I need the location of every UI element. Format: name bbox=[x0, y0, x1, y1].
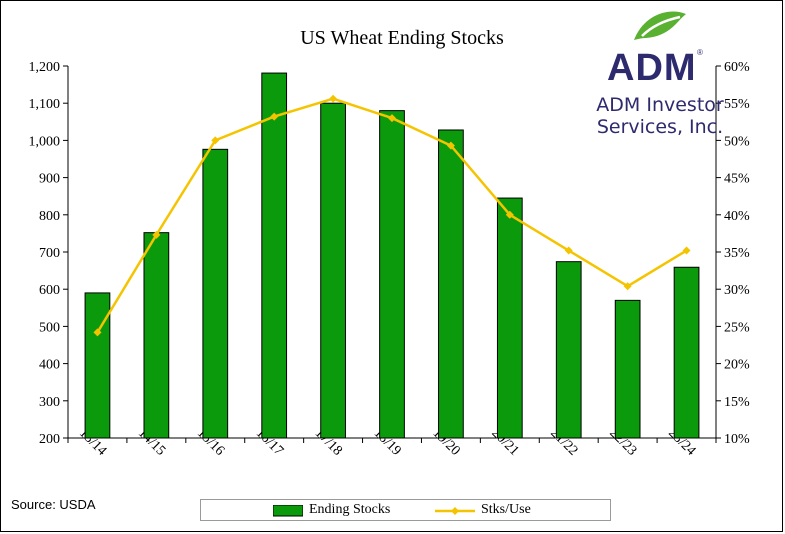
line-point bbox=[505, 210, 514, 219]
bar bbox=[673, 266, 700, 439]
bar bbox=[496, 197, 523, 439]
y2-tick-label: 20% bbox=[724, 358, 750, 373]
y2-tick-label: 60% bbox=[724, 60, 750, 75]
logo-wordmark: ADM bbox=[607, 47, 697, 89]
line-point bbox=[152, 230, 161, 239]
y2-tick-label: 15% bbox=[724, 395, 750, 410]
y2-tick-label: 25% bbox=[724, 320, 750, 335]
logo-registered-mark: ® bbox=[697, 48, 703, 57]
y2-tick-label: 10% bbox=[724, 432, 750, 447]
plot-area: 200 300 400 500 600 700 800 900 1,000 1,100 1,200 1… bbox=[29, 60, 751, 459]
y-tick-label: 1,000 bbox=[29, 134, 61, 149]
legend-line-swatch bbox=[435, 507, 475, 515]
source-note: Source: USDA bbox=[11, 497, 96, 512]
legend-label-ending-stocks: Ending Stocks bbox=[309, 502, 391, 517]
line-point bbox=[623, 282, 632, 291]
bar bbox=[84, 292, 111, 439]
y2-tick-label: 35% bbox=[724, 246, 750, 261]
line-point bbox=[211, 136, 220, 145]
bar bbox=[555, 261, 582, 439]
y-tick-label: 500 bbox=[39, 320, 60, 335]
y-tick-label: 600 bbox=[39, 283, 60, 298]
y-tick-label: 1,200 bbox=[29, 60, 61, 75]
bar bbox=[438, 129, 464, 439]
y2-tick-label: 45% bbox=[724, 172, 750, 187]
line-point bbox=[329, 94, 338, 103]
line-point bbox=[446, 141, 455, 150]
bar bbox=[614, 299, 641, 439]
y-tick-label: 200 bbox=[39, 432, 60, 447]
y2-tick-label: 40% bbox=[724, 209, 750, 224]
y2-tick-label: 30% bbox=[724, 283, 750, 298]
y2-tick-label: 55% bbox=[724, 97, 750, 112]
line-point bbox=[270, 112, 279, 121]
logo-line-1: ADM Investor bbox=[596, 94, 724, 116]
bar bbox=[379, 110, 405, 439]
leaf-icon bbox=[634, 11, 686, 40]
adm-logo: ADM ® ADM Investor Services, Inc. bbox=[590, 8, 730, 138]
y-tick-label: 400 bbox=[39, 358, 60, 373]
line-point bbox=[682, 246, 691, 255]
bar bbox=[261, 72, 288, 439]
line-point bbox=[388, 114, 396, 123]
y-tick-label: 800 bbox=[39, 209, 60, 224]
legend-bar-swatch bbox=[273, 505, 303, 517]
y-tick-label: 300 bbox=[39, 395, 60, 410]
y2-tick-label: 50% bbox=[724, 134, 750, 149]
bar bbox=[320, 102, 346, 439]
logo-line-2: Services, Inc. bbox=[596, 116, 724, 138]
y-tick-label: 900 bbox=[39, 172, 60, 187]
line-point bbox=[93, 328, 102, 337]
legend: Ending Stocks Stks/Use bbox=[200, 499, 611, 521]
bar bbox=[143, 232, 170, 439]
bar bbox=[202, 148, 229, 439]
line-point bbox=[564, 246, 573, 255]
chart-title: US Wheat Ending Stocks bbox=[300, 27, 504, 49]
y-tick-label: 1,100 bbox=[29, 97, 61, 112]
legend-label-stks-use: Stks/Use bbox=[481, 502, 531, 517]
y-tick-label: 700 bbox=[39, 246, 60, 261]
